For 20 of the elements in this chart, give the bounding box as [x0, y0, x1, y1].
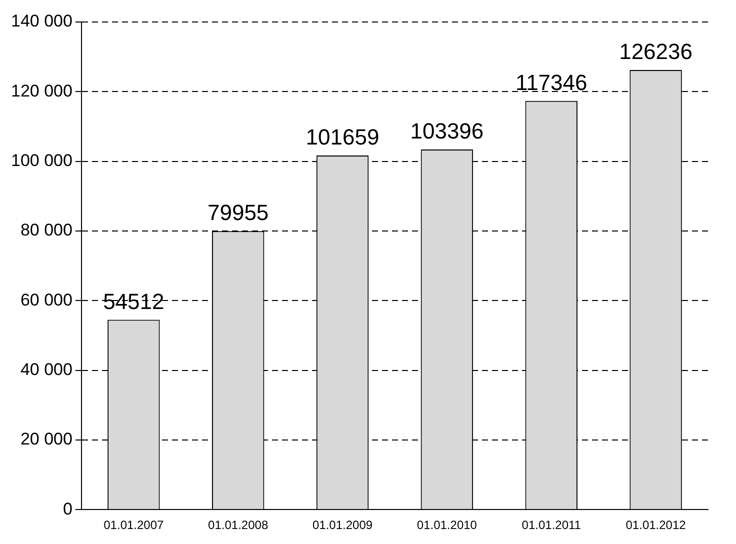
y-tick-label: 60 000	[20, 290, 72, 310]
y-tick-label: 40 000	[20, 360, 72, 379]
x-tick-label: 01.01.2007	[104, 518, 164, 532]
y-tick-label: 0	[62, 499, 72, 518]
y-tick-label: 80 000	[20, 220, 72, 240]
y-tick-label: 20 000	[20, 430, 72, 449]
data-label: 126236	[619, 39, 692, 64]
data-label: 117346	[515, 70, 588, 95]
x-tick-label: 01.01.2012	[626, 518, 686, 532]
x-tick-label: 01.01.2011	[522, 518, 582, 532]
data-label: 54512	[103, 288, 164, 314]
x-tick-label: 01.01.2010	[416, 518, 478, 532]
data-label: 79955	[207, 200, 269, 226]
y-tick-label: 120 000	[11, 81, 72, 100]
data-label: 101659	[306, 124, 380, 150]
x-tick-label: 01.01.2009	[312, 518, 373, 532]
x-tick-label: 01.01.2008	[208, 518, 268, 532]
y-tick-label: 140 000	[11, 12, 72, 31]
y-tick-label: 100 000	[11, 151, 72, 170]
data-label: 103396	[410, 118, 484, 144]
